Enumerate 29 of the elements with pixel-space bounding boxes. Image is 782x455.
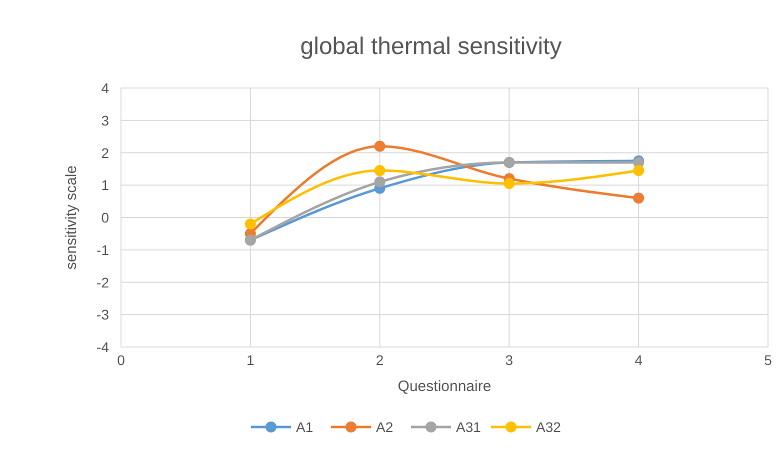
legend-label: A32 <box>536 419 562 435</box>
y-tick-label: 1 <box>101 177 110 194</box>
y-tick-label: -1 <box>96 242 110 258</box>
y-tick-label: 0 <box>101 210 110 226</box>
y-tick-label: -2 <box>96 274 110 290</box>
y-tick-label: -3 <box>96 306 110 323</box>
x-tick-label: 2 <box>376 352 384 368</box>
x-tick-label: 1 <box>246 352 254 368</box>
legend-label: A2 <box>376 419 394 435</box>
legend-label: A31 <box>456 419 482 435</box>
point <box>244 218 256 230</box>
legend-label: A1 <box>296 419 314 435</box>
point <box>374 140 386 152</box>
x-tick-label: 3 <box>505 352 514 368</box>
y-tick-label: 3 <box>101 112 110 128</box>
y-tick-label: -4 <box>96 339 110 355</box>
point <box>374 176 386 188</box>
x-tick-label: 0 <box>117 352 126 368</box>
y-tick-label: 4 <box>101 80 110 96</box>
point <box>633 165 644 176</box>
x-tick-label: 4 <box>634 352 643 368</box>
y-tick-label: 2 <box>101 144 110 161</box>
chart-title: global thermal sensitivity <box>300 33 562 60</box>
x-tick-label: 5 <box>764 352 772 368</box>
point <box>374 165 386 176</box>
x-axis-title: Questionnaire <box>398 378 492 395</box>
y-axis-title: sensitivity scale <box>63 165 80 270</box>
point <box>504 178 515 190</box>
point <box>633 192 644 204</box>
